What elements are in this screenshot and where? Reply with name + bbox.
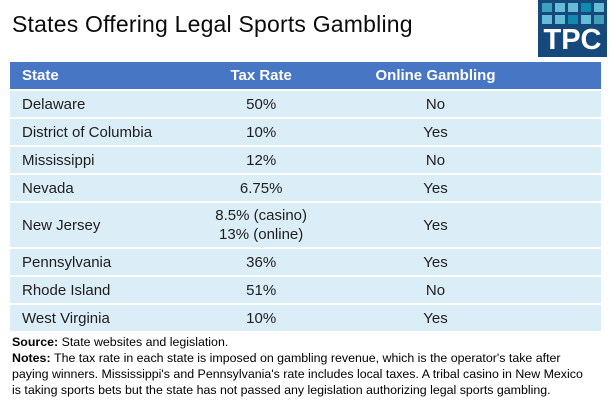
state-cell: Rhode Island — [22, 281, 111, 299]
online-gambling-cell: Yes — [423, 123, 448, 141]
state-cell: Mississippi — [22, 151, 95, 169]
table-row: Delaware 50% No — [10, 89, 601, 117]
tax-rate-cell: 36% — [246, 253, 277, 271]
notes-text: The tax rate in each state is imposed on… — [12, 351, 583, 397]
tax-rate-cell: 12% — [246, 151, 277, 169]
online-gambling-cell: No — [425, 95, 446, 113]
online-gambling-cell: Yes — [423, 253, 448, 271]
table-header-row: State Tax Rate Online Gambling — [10, 62, 601, 89]
logo-grid-square — [554, 3, 565, 12]
logo-grid-square — [541, 15, 552, 24]
tax-rate-cell: 10% — [246, 123, 277, 141]
tpc-logo: TPC — [538, 0, 607, 57]
online-gambling-cell: No — [425, 151, 446, 169]
table-row: Nevada 6.75% Yes — [10, 173, 601, 201]
notes-label: Notes — [12, 351, 47, 365]
state-cell: Nevada — [22, 179, 74, 197]
table-row: New Jersey 8.5% (casino) 13% (online) Ye… — [10, 201, 601, 247]
notes-line: Notes: The tax rate in each state is imp… — [12, 350, 594, 398]
table-row: Rhode Island 51% No — [10, 275, 601, 303]
logo-squares-grid — [541, 3, 604, 24]
column-header-online-gambling: Online Gambling — [375, 67, 496, 84]
tax-rate-cell: 8.5% (casino) 13% (online) — [215, 207, 308, 243]
online-gambling-cell: Yes — [423, 216, 448, 234]
table-row: Mississippi 12% No — [10, 145, 601, 173]
source-text: State websites and legislation. — [61, 335, 229, 349]
logo-grid-square — [580, 15, 591, 24]
source-line: Source: State websites and legislation. — [12, 334, 594, 350]
source-label: Source — [12, 335, 55, 349]
source-sep: : — [54, 335, 62, 349]
logo-grid-square — [593, 15, 604, 24]
state-cell: District of Columbia — [22, 123, 153, 141]
data-table: State Tax Rate Online Gambling Delaware … — [10, 62, 601, 331]
table-row: District of Columbia 10% Yes — [10, 117, 601, 145]
state-cell: West Virginia — [22, 309, 110, 327]
logo-grid-square — [541, 3, 552, 12]
online-gambling-cell: Yes — [423, 309, 448, 327]
table-row: Pennsylvania 36% Yes — [10, 247, 601, 275]
online-gambling-cell: No — [425, 281, 446, 299]
state-cell: Pennsylvania — [22, 253, 112, 271]
logo-grid-square — [567, 15, 578, 24]
logo-grid-square — [580, 3, 591, 12]
page-title: States Offering Legal Sports Gambling — [12, 11, 413, 37]
table-row: West Virginia 10% Yes — [10, 303, 601, 331]
tax-rate-cell: 51% — [246, 281, 277, 299]
state-cell: New Jersey — [22, 216, 101, 234]
footer-notes: Source: State websites and legislation. … — [12, 334, 594, 398]
column-header-state: State — [22, 67, 59, 84]
notes-sep: : — [46, 351, 55, 365]
logo-tpc-text: TPC — [543, 24, 602, 56]
logo-grid-square — [593, 3, 604, 12]
tax-rate-cell: 6.75% — [239, 179, 283, 197]
state-cell: Delaware — [22, 95, 86, 113]
column-header-tax-rate: Tax Rate — [230, 67, 292, 84]
online-gambling-cell: Yes — [423, 179, 448, 197]
logo-grid-square — [554, 15, 565, 24]
logo-grid-square — [567, 3, 578, 12]
tax-rate-cell: 10% — [246, 309, 277, 327]
tax-rate-cell: 50% — [246, 95, 277, 113]
